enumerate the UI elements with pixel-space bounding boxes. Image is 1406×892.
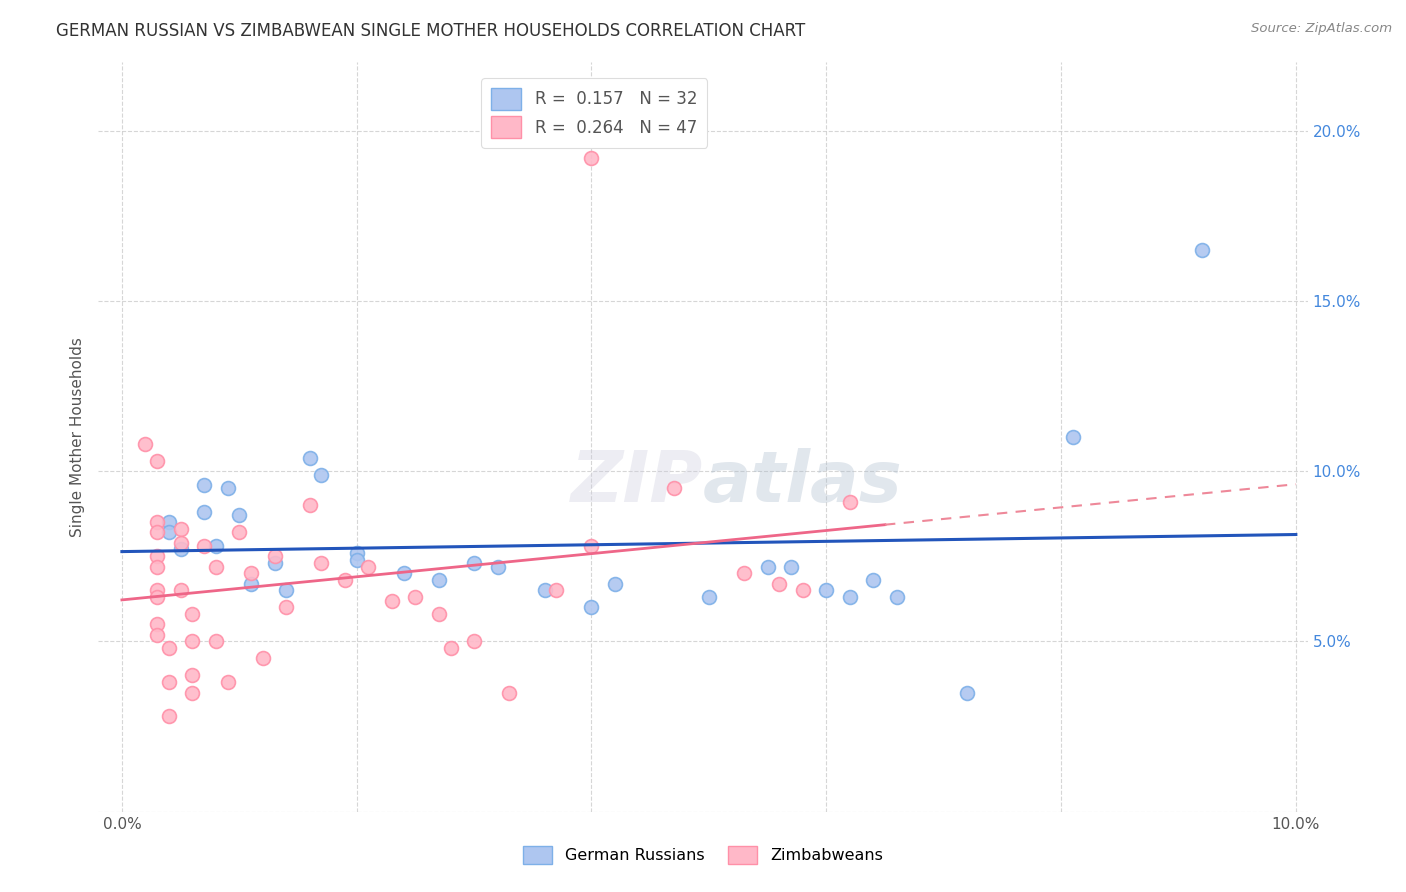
Point — [838, 590, 860, 604]
Point — [217, 481, 239, 495]
Point — [181, 634, 204, 648]
Point — [146, 525, 169, 540]
Point — [193, 505, 215, 519]
Point — [298, 450, 321, 465]
Text: Source: ZipAtlas.com: Source: ZipAtlas.com — [1251, 22, 1392, 36]
Point — [146, 583, 169, 598]
Point — [603, 576, 626, 591]
Point — [838, 495, 860, 509]
Point — [169, 522, 191, 536]
Point — [228, 525, 250, 540]
Point — [581, 600, 603, 615]
Point — [204, 634, 226, 648]
Point — [146, 515, 169, 529]
Point — [181, 668, 204, 682]
Point — [792, 583, 814, 598]
Legend: R =  0.157   N = 32, R =  0.264   N = 47: R = 0.157 N = 32, R = 0.264 N = 47 — [481, 78, 707, 148]
Point — [756, 559, 779, 574]
Point — [157, 709, 180, 723]
Point — [157, 525, 180, 540]
Point — [263, 556, 285, 570]
Point — [169, 583, 191, 598]
Point — [768, 576, 790, 591]
Point — [204, 539, 226, 553]
Point — [311, 556, 333, 570]
Point — [956, 685, 979, 699]
Point — [157, 515, 180, 529]
Point — [463, 556, 485, 570]
Legend: German Russians, Zimbabweans: German Russians, Zimbabweans — [517, 839, 889, 871]
Point — [263, 549, 285, 564]
Point — [193, 477, 215, 491]
Point — [346, 552, 368, 566]
Point — [228, 508, 250, 523]
Text: ZIP: ZIP — [571, 448, 703, 516]
Point — [392, 566, 415, 581]
Point — [240, 566, 263, 581]
Point — [217, 675, 239, 690]
Point — [1191, 243, 1213, 257]
Point — [169, 542, 191, 557]
Point — [381, 593, 404, 607]
Text: atlas: atlas — [703, 448, 903, 516]
Point — [333, 573, 356, 587]
Point — [862, 573, 884, 587]
Point — [146, 590, 169, 604]
Y-axis label: Single Mother Households: Single Mother Households — [70, 337, 86, 537]
Point — [581, 539, 603, 553]
Point — [533, 583, 555, 598]
Point — [486, 559, 509, 574]
Point — [404, 590, 426, 604]
Point — [298, 498, 321, 512]
Point — [662, 481, 685, 495]
Point — [204, 559, 226, 574]
Point — [357, 559, 380, 574]
Point — [427, 607, 450, 622]
Point — [427, 573, 450, 587]
Point — [733, 566, 755, 581]
Point — [146, 627, 169, 641]
Point — [181, 607, 204, 622]
Point — [780, 559, 803, 574]
Point — [169, 535, 191, 549]
Point — [697, 590, 720, 604]
Point — [463, 634, 485, 648]
Point — [346, 546, 368, 560]
Point — [581, 151, 603, 165]
Point — [815, 583, 838, 598]
Point — [157, 641, 180, 656]
Point — [498, 685, 520, 699]
Point — [276, 600, 298, 615]
Point — [146, 559, 169, 574]
Point — [146, 617, 169, 632]
Point — [240, 576, 263, 591]
Point — [157, 675, 180, 690]
Point — [1062, 430, 1084, 444]
Point — [886, 590, 908, 604]
Point — [546, 583, 568, 598]
Point — [146, 549, 169, 564]
Text: GERMAN RUSSIAN VS ZIMBABWEAN SINGLE MOTHER HOUSEHOLDS CORRELATION CHART: GERMAN RUSSIAN VS ZIMBABWEAN SINGLE MOTH… — [56, 22, 806, 40]
Point — [181, 685, 204, 699]
Point — [439, 641, 461, 656]
Point — [311, 467, 333, 482]
Point — [252, 651, 274, 665]
Point — [146, 454, 169, 468]
Point — [193, 539, 215, 553]
Point — [134, 437, 156, 451]
Point — [276, 583, 298, 598]
